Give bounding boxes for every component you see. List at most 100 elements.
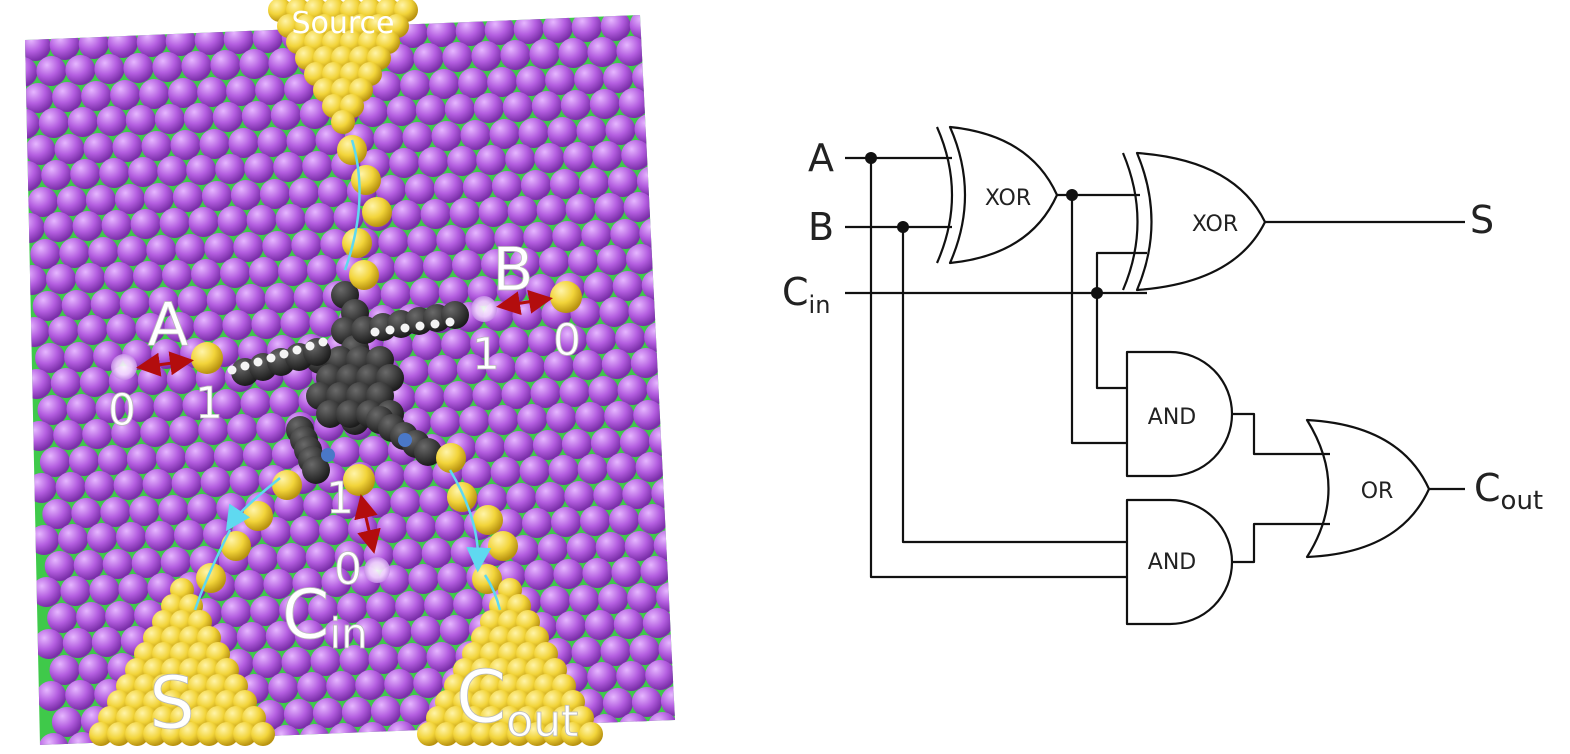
surface-atom bbox=[167, 364, 197, 394]
surface-atom bbox=[193, 311, 223, 341]
input-cin-state-1: 1 bbox=[326, 473, 354, 524]
surface-atom bbox=[654, 530, 684, 560]
surface-atom bbox=[204, 233, 234, 263]
surface-atom bbox=[243, 440, 273, 470]
surface-atom bbox=[602, 349, 632, 379]
molecular-adder-svg: Source A 0 1 B 0 1 1 0 Cin S Cout bbox=[0, 0, 700, 750]
surface-atom bbox=[63, 3, 93, 33]
molecular-adder-illustration: Source A 0 1 B 0 1 1 0 Cin S Cout bbox=[0, 0, 700, 750]
surface-atom bbox=[689, 346, 700, 376]
surface-atom bbox=[563, 142, 593, 172]
surface-atom bbox=[677, 86, 700, 116]
gold-chain-atom bbox=[272, 470, 302, 500]
surface-atom bbox=[552, 221, 582, 251]
surface-atom bbox=[517, 404, 547, 434]
input-b-label: B bbox=[492, 235, 533, 305]
surface-atom bbox=[418, 147, 448, 177]
surface-atom bbox=[502, 379, 532, 409]
input-b-state-1: 1 bbox=[472, 329, 500, 380]
surface-atom bbox=[688, 633, 701, 663]
surface-atom bbox=[150, 0, 180, 30]
surface-atom bbox=[208, 0, 238, 28]
circuit-input-cin: Cin bbox=[782, 270, 830, 319]
surface-atom bbox=[581, 220, 611, 250]
surface-atom bbox=[575, 402, 605, 432]
surface-atom bbox=[318, 177, 348, 207]
surface-atom bbox=[514, 14, 544, 44]
surface-atom bbox=[561, 90, 591, 120]
surface-atom bbox=[53, 420, 83, 450]
surface-atom bbox=[222, 310, 252, 340]
surface-atom bbox=[186, 155, 216, 185]
surface-atom bbox=[80, 367, 110, 397]
surface-atom bbox=[166, 26, 196, 56]
surface-atom bbox=[564, 481, 594, 511]
surface-atom bbox=[572, 12, 602, 42]
surface-atom bbox=[645, 35, 675, 65]
surface-atom bbox=[444, 381, 474, 411]
surface-atom bbox=[659, 9, 689, 39]
circuit-svg: XOR XOR AND AND OR A B Cin S Cout bbox=[700, 0, 1570, 750]
surface-atom bbox=[326, 671, 356, 701]
surface-atom bbox=[416, 95, 446, 125]
surface-atom bbox=[660, 347, 690, 377]
surface-atom bbox=[548, 117, 578, 147]
surface-atom bbox=[294, 282, 324, 312]
surface-atom bbox=[366, 592, 396, 622]
surface-atom bbox=[636, 452, 666, 482]
surface-atom bbox=[659, 634, 689, 664]
surface-atom bbox=[527, 0, 557, 17]
surface-atom bbox=[649, 426, 679, 456]
surface-atom bbox=[521, 170, 551, 200]
surface-atom bbox=[442, 42, 472, 72]
hydrogen-atom bbox=[401, 324, 410, 333]
surface-atom bbox=[427, 642, 457, 672]
surface-atom bbox=[161, 547, 191, 577]
surface-atom bbox=[452, 250, 482, 280]
surface-atom bbox=[657, 295, 687, 325]
surface-atom bbox=[591, 428, 621, 458]
surface-atom bbox=[551, 507, 581, 537]
hydrogen-atom bbox=[280, 350, 289, 359]
surface-atom bbox=[390, 487, 420, 517]
surface-atom bbox=[456, 16, 486, 46]
surface-atom bbox=[440, 615, 470, 645]
surface-atom bbox=[45, 551, 75, 581]
surface-atom bbox=[132, 548, 162, 578]
surface-atom bbox=[160, 208, 190, 238]
surface-atom bbox=[435, 511, 465, 541]
hydrogen-atom bbox=[416, 322, 425, 331]
surface-atom bbox=[648, 87, 678, 117]
surface-atom bbox=[473, 380, 503, 410]
source-electrode-atom bbox=[331, 110, 355, 134]
surface-atom bbox=[75, 263, 105, 293]
surface-atom bbox=[123, 53, 153, 83]
surface-atom bbox=[618, 375, 648, 405]
surface-atom bbox=[201, 467, 231, 497]
surface-atom bbox=[297, 672, 327, 702]
surface-atom bbox=[213, 102, 243, 132]
surface-atom bbox=[17, 265, 47, 295]
surface-atom bbox=[359, 436, 389, 466]
surface-atom bbox=[234, 570, 264, 600]
surface-atom bbox=[256, 413, 286, 443]
surface-atom bbox=[515, 352, 545, 382]
source-label: Source bbox=[291, 6, 394, 41]
surface-atom bbox=[546, 403, 576, 433]
surface-atom bbox=[406, 512, 436, 542]
surface-atom bbox=[627, 583, 657, 613]
surface-atom bbox=[137, 27, 167, 57]
surface-atom bbox=[278, 256, 308, 286]
surface-atom bbox=[524, 560, 554, 590]
surface-atom bbox=[653, 191, 683, 221]
surface-atom bbox=[191, 259, 221, 289]
surface-atom bbox=[221, 597, 251, 627]
surface-atom bbox=[608, 167, 638, 197]
surface-atom bbox=[672, 0, 700, 12]
surface-atom bbox=[488, 405, 518, 435]
circuit-output-s: S bbox=[1470, 198, 1494, 242]
surface-atom bbox=[76, 602, 106, 632]
surface-atom bbox=[291, 230, 321, 260]
hydrogen-atom bbox=[371, 328, 380, 337]
surface-atom bbox=[566, 194, 596, 224]
